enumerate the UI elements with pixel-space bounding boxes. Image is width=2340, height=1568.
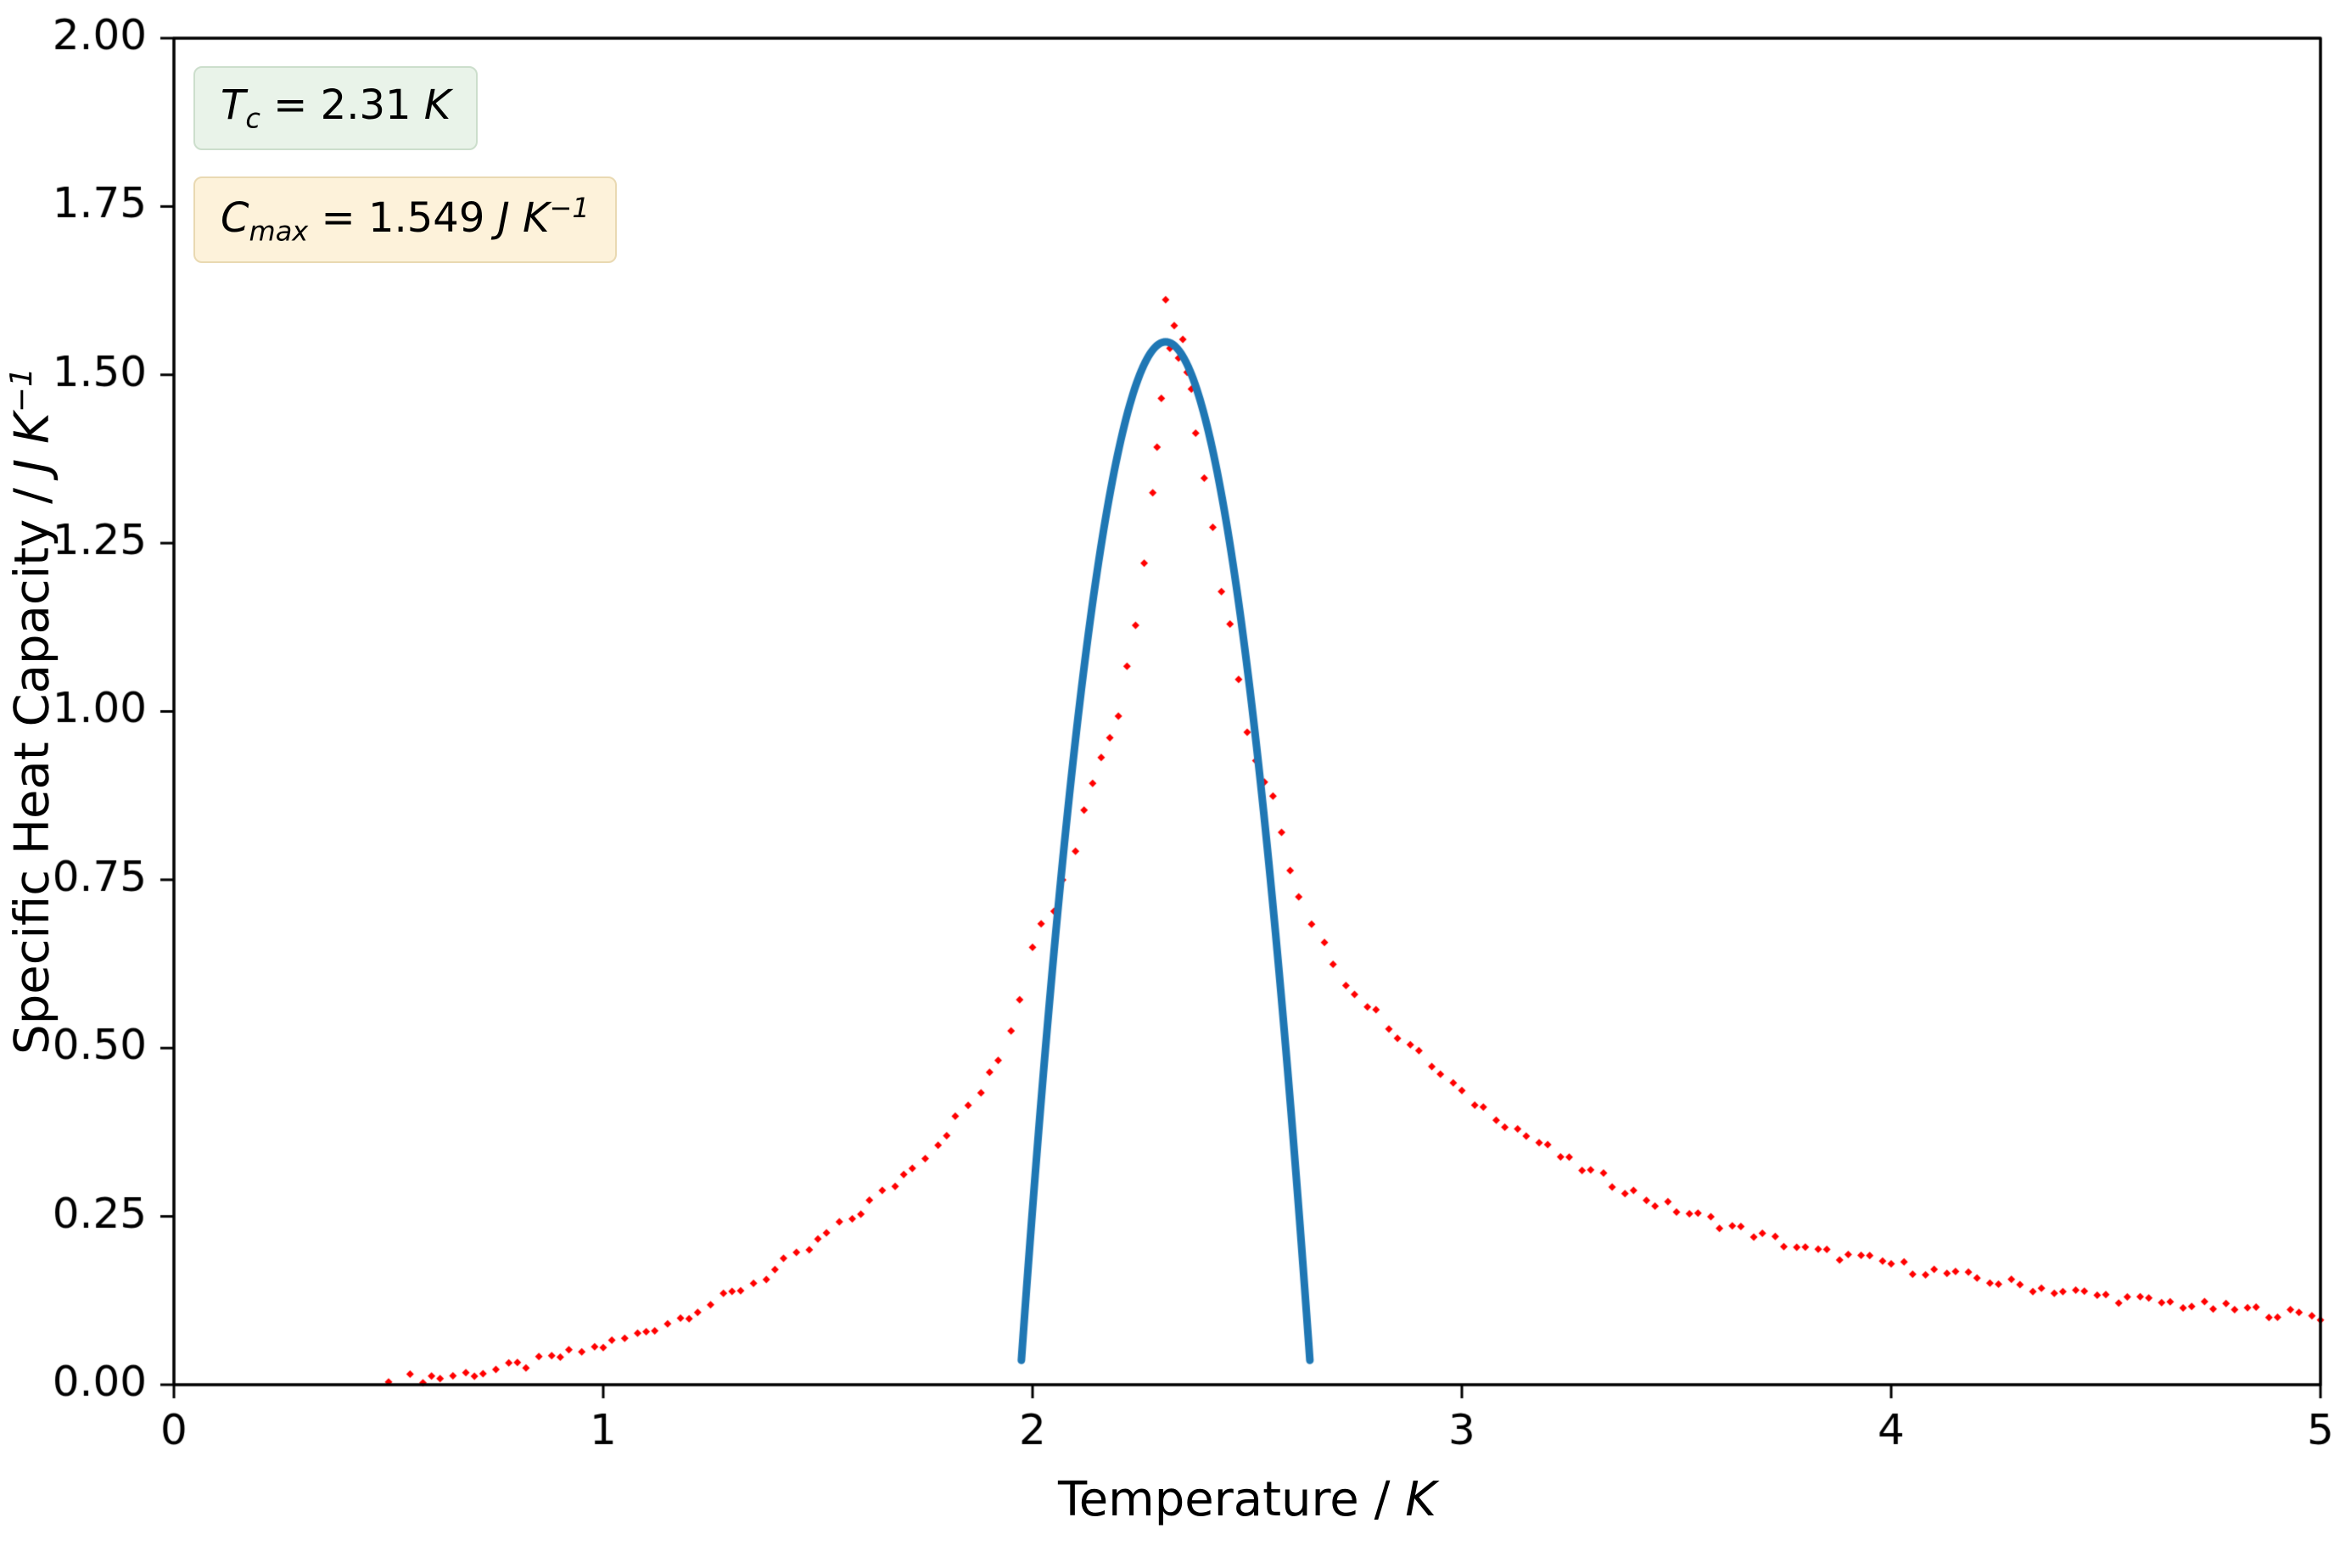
tc-value: = 2.31: [260, 81, 424, 129]
x-axis-label-unit: K: [1405, 1472, 1436, 1527]
y-axis-label-unit: J K: [4, 412, 60, 473]
cmax-annotation-box: Cmax = 1.549 J K−1: [193, 176, 617, 263]
tc-unit: K: [423, 81, 451, 129]
y-axis-label-exponent: −1: [4, 367, 40, 413]
y-axis-label: Specific Heat Capacity / J K−1: [4, 202, 60, 1220]
cmax-subscript: max: [249, 215, 309, 248]
x-axis-label-text: Temperature /: [1058, 1472, 1406, 1527]
tc-symbol: T: [221, 81, 246, 129]
cmax-symbol: C: [221, 194, 249, 242]
cmax-value: = 1.549: [308, 194, 498, 242]
y-axis-label-text: Specific Heat Capacity /: [4, 473, 60, 1055]
cmax-unit: J K: [497, 194, 550, 242]
tc-annotation-box: Tc = 2.31 K: [193, 66, 479, 150]
tc-subscript: c: [245, 102, 260, 135]
x-axis-label: Temperature / K: [174, 1472, 2320, 1527]
cmax-exponent: −1: [549, 192, 590, 224]
